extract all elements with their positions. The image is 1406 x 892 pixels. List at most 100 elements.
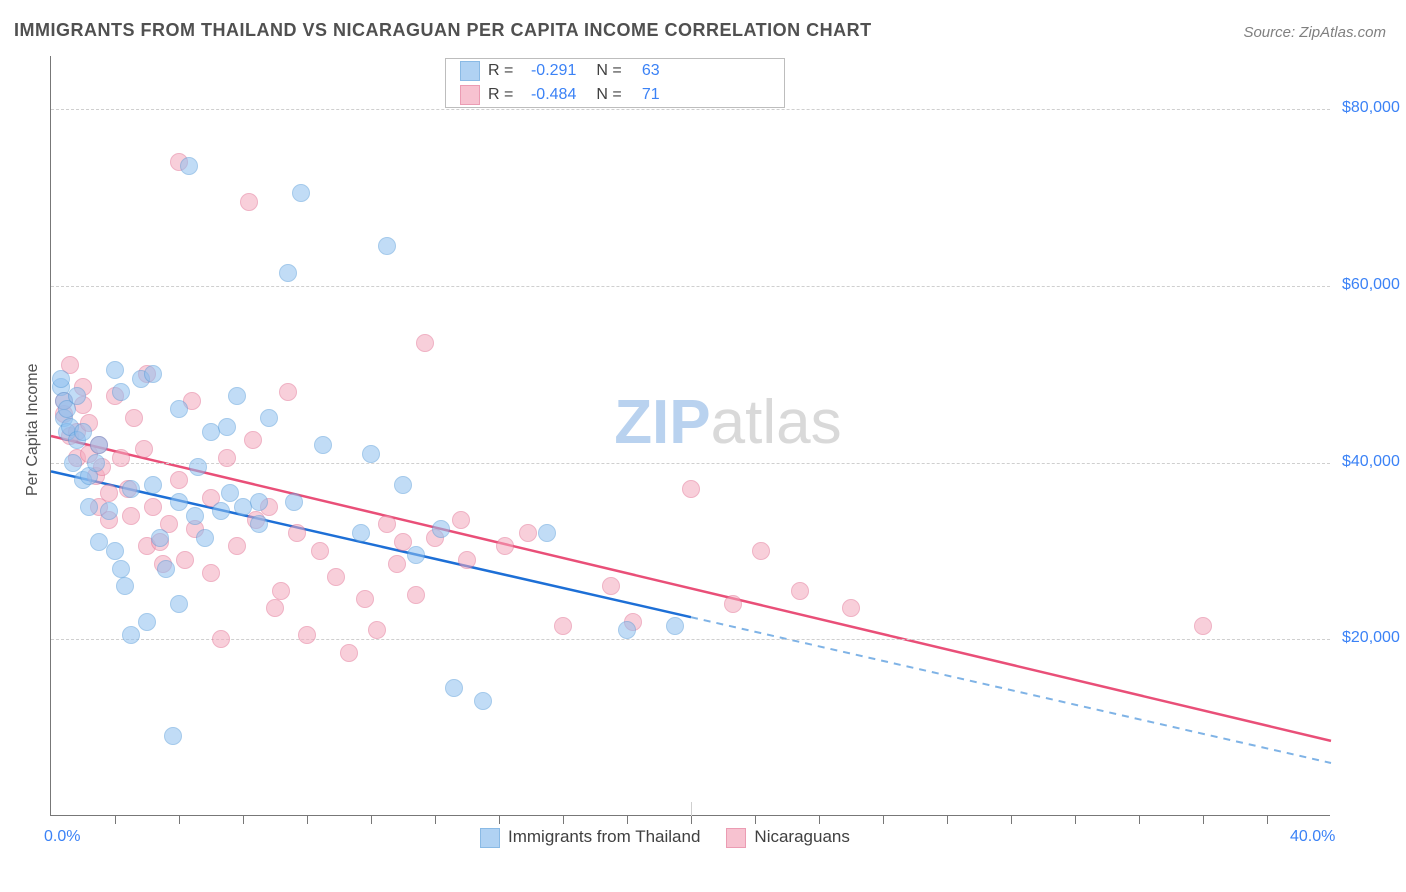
scatter-point (87, 454, 105, 472)
scatter-point (218, 449, 236, 467)
correlation-legend: R =-0.291N =63R =-0.484N =71 (445, 58, 785, 108)
scatter-point (407, 546, 425, 564)
scatter-point (279, 264, 297, 282)
scatter-point (186, 507, 204, 525)
scatter-point (474, 692, 492, 710)
scatter-point (279, 383, 297, 401)
scatter-point (135, 440, 153, 458)
legend-r-label: R = (488, 62, 513, 80)
scatter-point (170, 400, 188, 418)
scatter-point (432, 520, 450, 538)
watermark: ZIPatlas (614, 387, 841, 458)
scatter-point (266, 599, 284, 617)
x-tick (499, 816, 500, 824)
scatter-point (74, 423, 92, 441)
scatter-point (106, 542, 124, 560)
scatter-point (64, 454, 82, 472)
x-max-label: 40.0% (1290, 828, 1335, 846)
source-attribution: Source: ZipAtlas.com (1243, 24, 1386, 41)
legend-series-name: Immigrants from Thailand (508, 827, 700, 846)
scatter-point (842, 599, 860, 617)
scatter-point (202, 564, 220, 582)
y-gridline (51, 463, 1330, 464)
scatter-point (519, 524, 537, 542)
scatter-point (314, 436, 332, 454)
scatter-point (311, 542, 329, 560)
scatter-point (52, 370, 70, 388)
y-axis-label: Per Capita Income (24, 363, 42, 496)
scatter-point (122, 626, 140, 644)
scatter-point (538, 524, 556, 542)
scatter-point (212, 502, 230, 520)
scatter-point (170, 493, 188, 511)
scatter-point (388, 555, 406, 573)
x-tick (819, 816, 820, 824)
scatter-point (138, 613, 156, 631)
watermark-part2: atlas (711, 388, 842, 457)
scatter-point (292, 184, 310, 202)
scatter-point (356, 590, 374, 608)
x-tick (755, 816, 756, 824)
legend-swatch (480, 828, 500, 848)
scatter-point (196, 529, 214, 547)
x-tick (627, 816, 628, 824)
scatter-point (496, 537, 514, 555)
x-tick (307, 816, 308, 824)
legend-swatch (726, 828, 746, 848)
scatter-point (112, 560, 130, 578)
scatter-point (212, 630, 230, 648)
scatter-point (122, 480, 140, 498)
legend-r-value: -0.484 (521, 86, 576, 104)
legend-n-value: 63 (630, 62, 660, 80)
scatter-point (752, 542, 770, 560)
scatter-point (151, 529, 169, 547)
y-gridline (51, 109, 1330, 110)
legend-n-label: N = (596, 62, 621, 80)
x-tick (243, 816, 244, 824)
scatter-point (666, 617, 684, 635)
y-tick-label: $20,000 (1342, 629, 1400, 647)
watermark-part1: ZIP (614, 388, 710, 457)
scatter-point (250, 493, 268, 511)
scatter-point (445, 679, 463, 697)
x-tick (179, 816, 180, 824)
scatter-point (68, 387, 86, 405)
scatter-point (327, 568, 345, 586)
x-min-label: 0.0% (44, 828, 80, 846)
x-tick (371, 816, 372, 824)
scatter-point (176, 551, 194, 569)
scatter-point (602, 577, 620, 595)
scatter-point (228, 537, 246, 555)
scatter-point (144, 476, 162, 494)
scatter-point (791, 582, 809, 600)
scatter-point (112, 383, 130, 401)
x-tick (691, 816, 692, 824)
scatter-point (458, 551, 476, 569)
x-tick (1267, 816, 1268, 824)
legend-n-label: N = (596, 86, 621, 104)
legend-item: Nicaraguans (726, 827, 849, 848)
x-tick (563, 816, 564, 824)
scatter-point (352, 524, 370, 542)
scatter-point (170, 471, 188, 489)
scatter-point (240, 193, 258, 211)
chart-plot-area: ZIPatlas (50, 56, 1330, 816)
scatter-point (1194, 617, 1212, 635)
scatter-point (180, 157, 198, 175)
scatter-point (340, 644, 358, 662)
scatter-point (170, 595, 188, 613)
legend-stat-row: R =-0.291N =63 (446, 59, 784, 83)
scatter-point (288, 524, 306, 542)
scatter-point (554, 617, 572, 635)
legend-swatch (460, 61, 480, 81)
x-tick (115, 816, 116, 824)
legend-swatch (460, 85, 480, 105)
legend-n-value: 71 (630, 86, 660, 104)
scatter-point (122, 507, 140, 525)
scatter-point (100, 502, 118, 520)
scatter-point (618, 621, 636, 639)
x-gridline (691, 802, 692, 816)
scatter-point (298, 626, 316, 644)
y-tick-label: $80,000 (1342, 99, 1400, 117)
scatter-point (682, 480, 700, 498)
